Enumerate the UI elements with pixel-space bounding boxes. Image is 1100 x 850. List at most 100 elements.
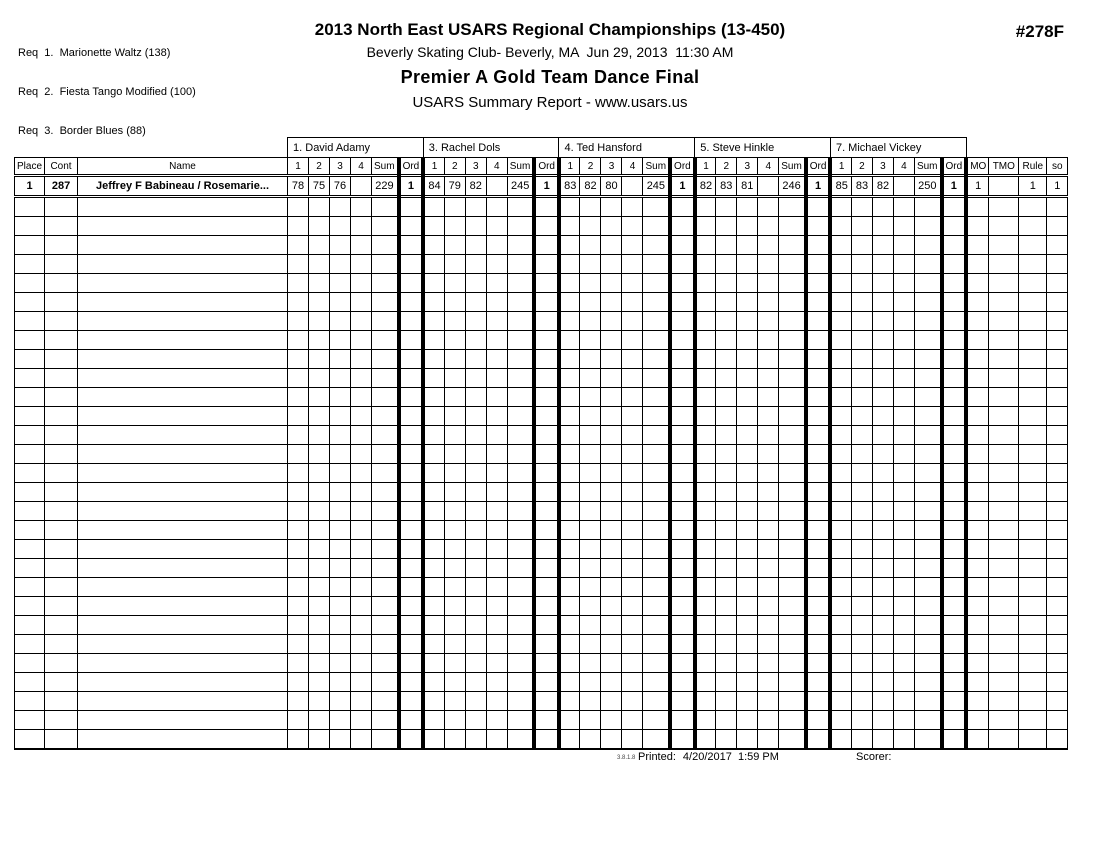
empty-cell [668, 691, 697, 711]
empty-cell [13, 330, 46, 350]
col-header-name: Name [77, 157, 289, 177]
empty-cell [506, 691, 535, 711]
empty-cell [621, 634, 644, 654]
empty-cell [668, 710, 697, 730]
empty-cell [329, 634, 352, 654]
empty-cell [579, 729, 602, 750]
empty-cell [350, 596, 373, 616]
empty-cell [600, 577, 623, 597]
empty-cell [694, 311, 717, 331]
empty-cell [965, 558, 990, 578]
venue-date-line: Beverly Skating Club- Beverly, MA Jun 29… [366, 44, 734, 60]
empty-cell [803, 311, 833, 331]
empty-cell [642, 710, 671, 730]
empty-cell [736, 273, 759, 293]
empty-cell [77, 216, 289, 236]
empty-cell [850, 615, 873, 635]
empty-cell [532, 691, 561, 711]
requirements-list: Req 1. Marionette Waltz (138) Req 2. Fie… [18, 21, 196, 151]
empty-cell [988, 539, 1020, 559]
empty-cell [939, 196, 969, 217]
empty-cell [1018, 520, 1048, 540]
empty-cell [443, 216, 466, 236]
empty-cell [287, 672, 310, 692]
empty-cell [803, 425, 833, 445]
empty-cell [329, 235, 352, 255]
empty-row [13, 273, 1069, 293]
empty-cell [443, 406, 466, 426]
empty-cell [1018, 292, 1048, 312]
empty-cell [422, 444, 445, 464]
empty-cell [736, 368, 759, 388]
empty-cell [44, 387, 79, 407]
empty-row [13, 653, 1069, 673]
empty-cell [668, 425, 697, 445]
empty-cell [1018, 653, 1048, 673]
empty-cell [715, 482, 738, 502]
empty-cell [829, 710, 852, 730]
empty-cell [371, 463, 400, 483]
empty-cell [988, 577, 1020, 597]
empty-cell [485, 691, 508, 711]
empty-cell [532, 292, 561, 312]
empty-cell [803, 235, 833, 255]
empty-cell [1046, 196, 1069, 217]
empty-cell [329, 292, 352, 312]
empty-cell [579, 254, 602, 274]
contestant-name-cell: Jeffrey F Babineau / Rosemarie... [77, 175, 289, 198]
empty-cell [600, 349, 623, 369]
empty-cell [485, 520, 508, 540]
empty-cell [308, 330, 331, 350]
empty-cell [371, 520, 400, 540]
empty-cell [829, 368, 852, 388]
empty-cell [600, 425, 623, 445]
empty-cell [532, 406, 561, 426]
empty-cell [287, 311, 310, 331]
empty-cell [579, 368, 602, 388]
empty-cell [350, 482, 373, 502]
empty-cell [913, 311, 943, 331]
col-header-judge2-3: 3 [464, 157, 487, 177]
empty-cell [579, 653, 602, 673]
empty-cell [715, 292, 738, 312]
empty-cell [506, 558, 535, 578]
empty-cell [850, 558, 873, 578]
empty-cell [44, 196, 79, 217]
empty-cell [621, 235, 644, 255]
empty-cell [485, 596, 508, 616]
empty-cell [803, 691, 833, 711]
empty-cell [621, 539, 644, 559]
empty-cell [829, 406, 852, 426]
empty-cell [668, 406, 697, 426]
empty-cell [715, 710, 738, 730]
empty-cell [77, 425, 289, 445]
empty-cell [829, 349, 852, 369]
empty-cell [871, 292, 894, 312]
scorer-label: Scorer: [856, 751, 892, 763]
empty-cell [443, 463, 466, 483]
empty-cell [77, 196, 289, 217]
empty-cell [44, 482, 79, 502]
empty-cell [600, 482, 623, 502]
empty-cell [558, 710, 581, 730]
empty-cell [600, 406, 623, 426]
empty-cell [443, 254, 466, 274]
empty-cell [308, 710, 331, 730]
empty-cell [464, 653, 487, 673]
empty-cell [579, 311, 602, 331]
empty-cell [736, 330, 759, 350]
empty-cell [77, 710, 289, 730]
empty-row [13, 330, 1069, 350]
empty-cell [532, 444, 561, 464]
empty-cell [621, 330, 644, 350]
col-header-tmo: TMO [988, 157, 1020, 177]
empty-cell [350, 615, 373, 635]
printed-timestamp: Printed: 4/20/2017 1:59 PM [638, 751, 779, 763]
empty-cell [506, 216, 535, 236]
empty-cell [621, 463, 644, 483]
empty-cell [715, 196, 738, 217]
empty-cell [939, 653, 969, 673]
empty-cell [443, 520, 466, 540]
empty-cell [778, 330, 807, 350]
empty-cell [715, 235, 738, 255]
